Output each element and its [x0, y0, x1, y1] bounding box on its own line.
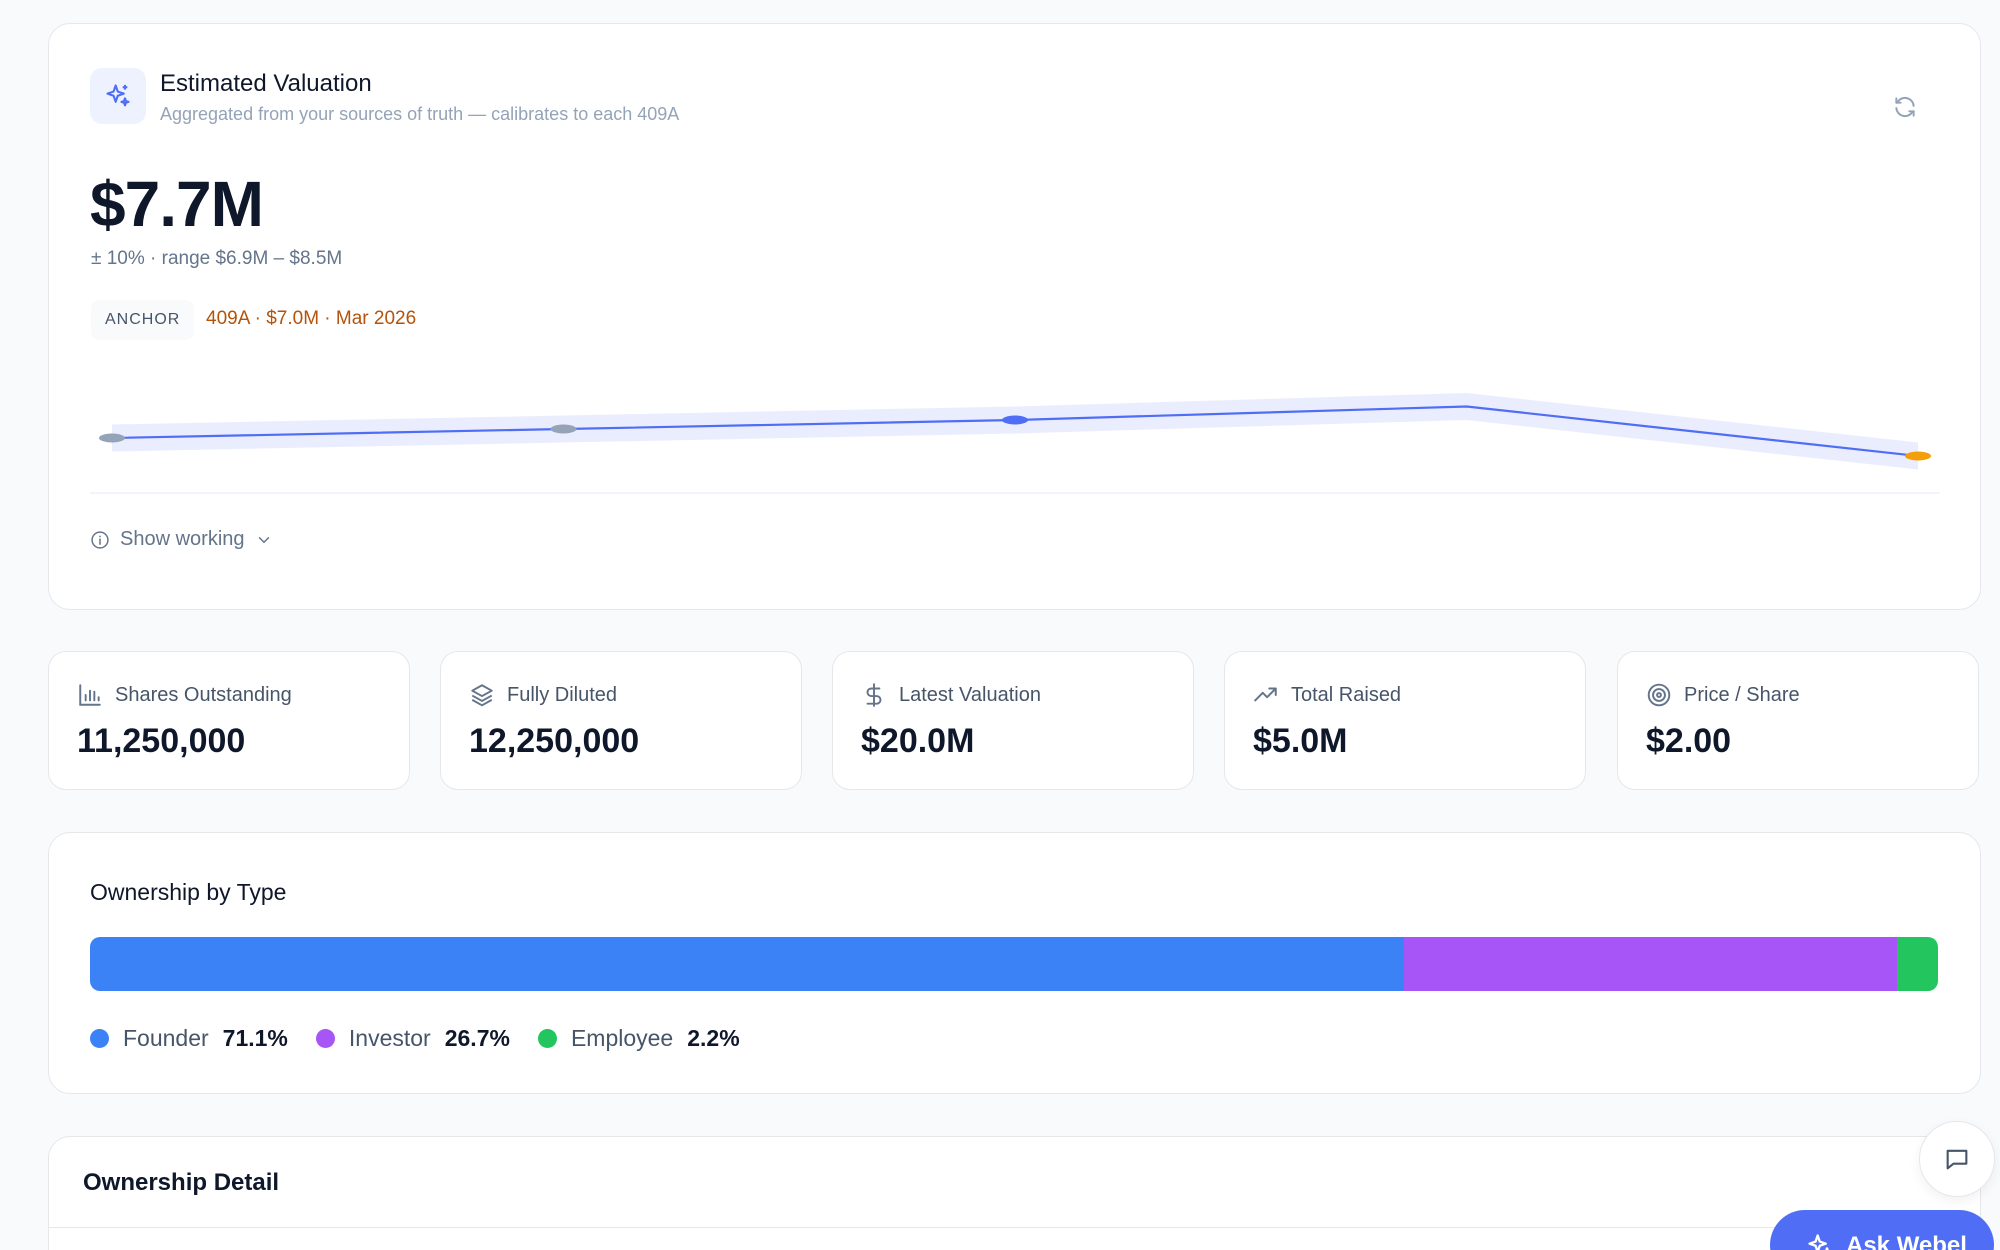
refresh-icon — [1895, 96, 1915, 118]
chart-point-current[interactable] — [1002, 415, 1028, 425]
stat-label: Total Raised — [1291, 683, 1402, 706]
legend-dot — [315, 1029, 335, 1048]
stat-card-price-per-share: Price / Share $2.00 — [1617, 651, 1979, 790]
valuation-amount: $7.7M — [90, 168, 264, 240]
trending-up-icon — [1254, 687, 1277, 702]
message-icon — [1946, 1149, 1968, 1170]
legend-label: Employee — [570, 1025, 674, 1051]
legend-label: Founder — [123, 1025, 209, 1051]
show-working-label: Show working — [120, 528, 245, 550]
stat-card-shares-outstanding: Shares Outstanding 11,250,000 — [48, 651, 410, 790]
ask-assistant-label: Ask Webel — [1846, 1232, 1967, 1250]
valuation-subtitle: Aggregated from your sources of truth — … — [160, 104, 680, 124]
legend-item-founder: Founder 71.1% — [90, 1025, 288, 1052]
ownership-by-type-card: Ownership by Type Founder 71.1% Investor… — [48, 832, 1981, 1094]
chat-button[interactable] — [1919, 1121, 1995, 1197]
info-icon — [91, 530, 109, 549]
stat-label: Fully Diluted — [507, 683, 618, 706]
stat-value: 12,250,000 — [469, 722, 640, 760]
anchor-badge: ANCHOR — [91, 300, 195, 340]
chart-point-estimate[interactable] — [550, 424, 577, 434]
ownership-bar — [90, 937, 1938, 991]
valuation-card: Estimated Valuation Aggregated from your… — [48, 23, 1981, 610]
chevron-down-icon — [258, 536, 269, 543]
valuation-title: Estimated Valuation — [160, 70, 372, 97]
sparkles-icon — [90, 68, 146, 124]
legend-percent: 26.7% — [444, 1025, 510, 1051]
chart-confidence-band — [112, 393, 1918, 470]
refresh-button[interactable] — [1888, 90, 1922, 124]
anchor-detail: 409A · $7.0M · Mar 2026 — [206, 308, 417, 329]
stat-label: Latest Valuation — [899, 683, 1041, 706]
layers-icon — [471, 684, 493, 707]
stat-value: $5.0M — [1253, 722, 1348, 760]
legend-dot — [90, 1029, 109, 1048]
legend-item-investor: Investor 26.7% — [315, 1025, 510, 1052]
ownership-type-title: Ownership by Type — [90, 879, 287, 905]
ownership-bar-segment-employee — [1897, 937, 1938, 991]
stat-value: $2.00 — [1646, 722, 1732, 760]
bar-chart-icon — [79, 684, 101, 706]
ownership-detail-title: Ownership Detail — [83, 1169, 280, 1196]
ownership-detail-card: Ownership Detail — [48, 1136, 1981, 1250]
legend-percent: 71.1% — [222, 1025, 288, 1051]
divider — [49, 1227, 1980, 1228]
stat-label: Shares Outstanding — [115, 683, 292, 706]
stat-value: $20.0M — [861, 722, 975, 760]
dollar-icon — [866, 683, 882, 707]
stat-card-latest-valuation: Latest Valuation $20.0M — [832, 651, 1194, 790]
valuation-trend-chart — [90, 393, 1940, 494]
sparkles-icon — [1808, 1234, 1829, 1250]
chart-point-estimate[interactable] — [99, 433, 125, 443]
stat-value: 11,250,000 — [77, 722, 246, 760]
legend-percent: 2.2% — [687, 1025, 740, 1051]
ownership-bar-segment-investor — [1403, 937, 1898, 991]
legend-item-employee: Employee 2.2% — [537, 1025, 740, 1052]
stat-card-total-raised: Total Raised $5.0M — [1224, 651, 1586, 790]
chart-point-anchor[interactable] — [1905, 451, 1931, 461]
ask-assistant-button[interactable]: Ask Webel — [1770, 1210, 1994, 1250]
stat-label: Price / Share — [1684, 683, 1800, 706]
target-icon — [1647, 683, 1671, 707]
legend-dot — [537, 1029, 557, 1048]
stat-card-fully-diluted: Fully Diluted 12,250,000 — [440, 651, 802, 790]
show-working-toggle[interactable]: Show working — [90, 528, 273, 551]
legend-label: Investor — [348, 1025, 431, 1051]
ownership-bar-segment-founder — [90, 937, 1404, 991]
ownership-legend: Founder 71.1% Investor 26.7% Employee 2.… — [90, 1025, 740, 1052]
valuation-range: ± 10% · range $6.9M – $8.5M — [91, 248, 343, 269]
